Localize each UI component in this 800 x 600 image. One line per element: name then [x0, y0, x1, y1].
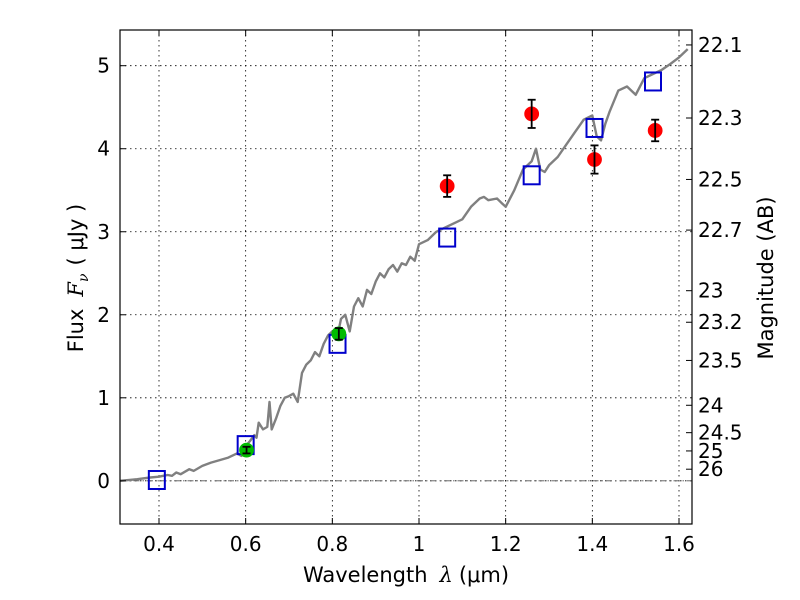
y-axis-label-variable: F	[64, 281, 88, 298]
x-tick-label: 1.6	[663, 532, 695, 556]
magnitude-tick-label: 23	[698, 279, 723, 303]
y-axis-label-unit: ( μJy )	[64, 204, 88, 266]
y-tick-label: 4	[97, 137, 110, 161]
y-tick-label: 2	[97, 303, 110, 327]
magnitude-tick-label: 23.5	[698, 348, 743, 372]
x-tick-label: 0.8	[316, 532, 348, 556]
model-flux-square	[147, 469, 166, 490]
magnitude-tick-label: 22.1	[698, 33, 743, 57]
y-tick-label: 0	[97, 469, 110, 493]
x-tick-label: 0.6	[230, 532, 262, 556]
model-flux-square	[522, 165, 541, 186]
x-tick-label: 1.2	[490, 532, 522, 556]
y-axis-label-subscript: ν	[76, 273, 92, 282]
plot-frame	[119, 29, 693, 525]
magnitude-tick-label: 22.5	[698, 167, 743, 191]
x-axis-label-variable: λ	[439, 563, 453, 587]
x-axis-label-unit: (μm)	[459, 563, 509, 587]
model-flux-square	[644, 71, 662, 92]
y-tick-label: 3	[97, 220, 110, 244]
magnitude-tick-label: 24	[698, 393, 723, 417]
y-axis-label-prefix: Flux	[64, 309, 88, 353]
magnitude-tick-label: 22.3	[698, 106, 743, 130]
x-axis-label-prefix: Wavelength	[303, 563, 428, 587]
tick-layer: 0.4 0.6 0.8 1 1.2 1.4 1.601234522.122.322.522.…	[97, 30, 743, 556]
y-tick-label: 1	[97, 386, 110, 410]
magnitude-tick-label: 24.5	[698, 421, 743, 445]
y-axis-label: Flux Fν ( μJy )	[64, 204, 92, 352]
marker-layer	[147, 71, 663, 490]
sed-model-layer	[119, 48, 689, 482]
x-tick-label: 1	[413, 532, 426, 556]
y-tick-label: 5	[97, 54, 110, 78]
model-flux-square	[585, 117, 604, 138]
magnitude-tick-label: 25	[698, 439, 723, 463]
x-tick-label: 0.4	[143, 532, 175, 556]
magnitude-tick-label: 23.2	[698, 310, 743, 334]
magnitude-axis-label: Magnitude (AB)	[754, 196, 778, 359]
x-axis-label: Wavelength λ (μm)	[303, 563, 509, 587]
x-tick-label: 1.4	[576, 532, 608, 556]
magnitude-tick-label: 22.7	[698, 218, 743, 242]
model-flux-square	[438, 227, 457, 248]
magnitude-tick-label: 26	[698, 457, 723, 481]
sed-model-line	[119, 48, 689, 482]
